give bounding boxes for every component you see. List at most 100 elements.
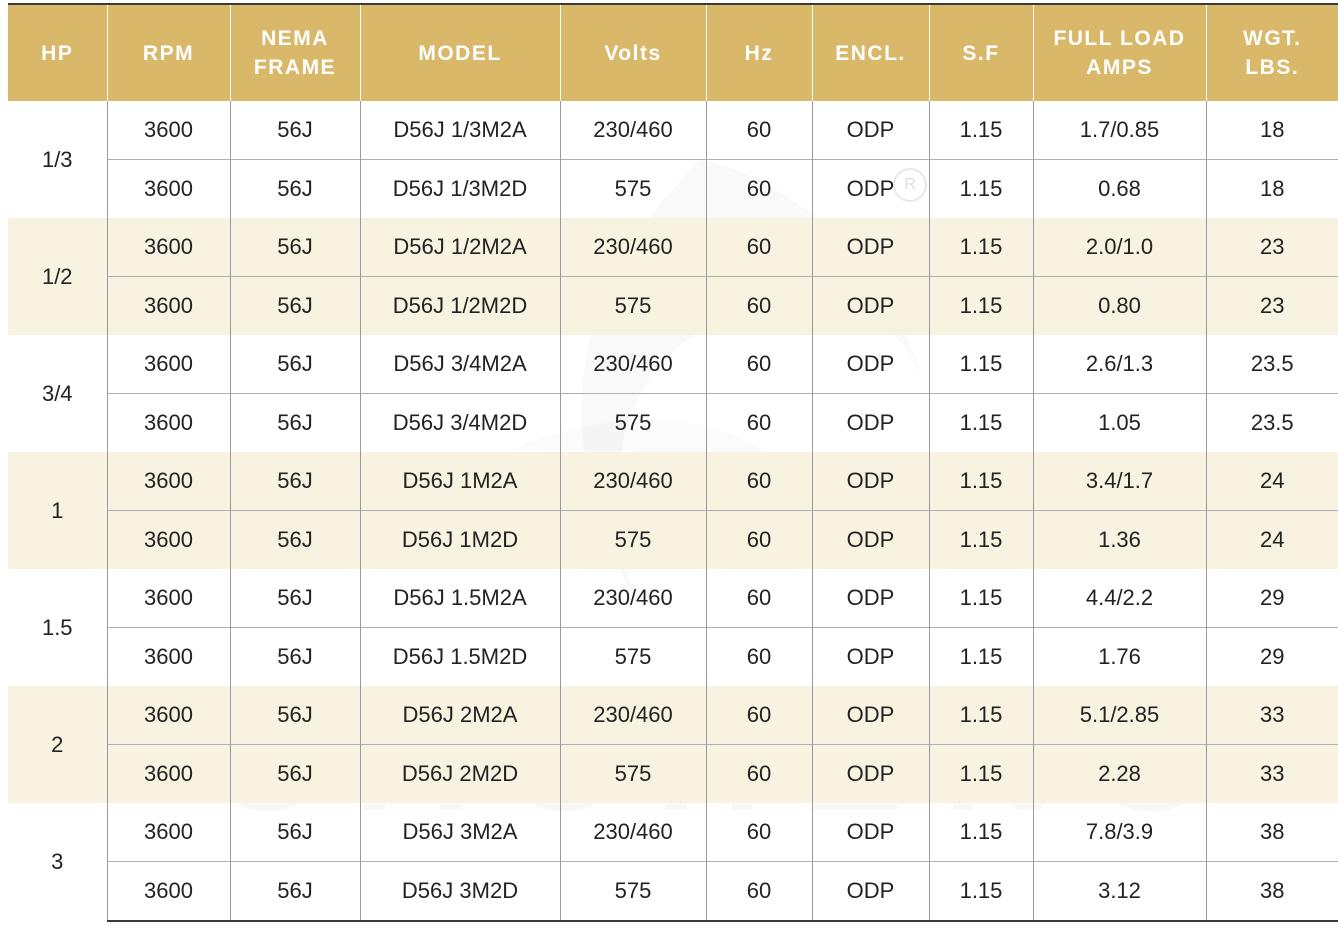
table-row: 3/4 3600 56J D56J 3/4M2A 230/460 60 ODP 1.15 2.6… — [8, 335, 1338, 406]
cell-full-load-amps: 2.6/1.3 — [1032, 335, 1206, 394]
cell-hp: 1/3 — [41, 146, 73, 172]
cell-hz: 60 — [705, 452, 812, 511]
cell-hz: 60 — [705, 510, 812, 569]
cell-weight: 18 — [1205, 101, 1338, 160]
cell-model: D56J 1/2M2A — [359, 218, 560, 277]
cell-sf: 1.15 — [928, 569, 1033, 628]
header-hz: Hz — [705, 5, 812, 101]
table-row: 1/3 3600 56J D56J 1/3M2A 230/460 60 ODP 1.15 1.7… — [8, 101, 1338, 172]
cell-encl: ODP — [811, 510, 929, 569]
cell-volts: 575 — [559, 159, 706, 218]
cell-sf: 1.15 — [928, 335, 1033, 394]
cell-hz: 60 — [705, 686, 812, 745]
cell-full-load-amps: 2.28 — [1032, 744, 1206, 803]
cell-volts: 230/460 — [559, 218, 706, 277]
cell-encl: ODP — [811, 218, 929, 277]
cell-rpm: 3600 — [106, 744, 230, 803]
cell-full-load-amps: 2.0/1.0 — [1032, 218, 1206, 277]
cell-hp: 1 — [8, 452, 107, 569]
table-row: 3600 56J D56J 2M2D 575 60 ODP 1.15 2.28 33 — [8, 744, 1338, 803]
cell-hp: 2 — [8, 686, 107, 803]
cell-full-load-amps: 4.4/2.2 — [1032, 569, 1206, 628]
cell-hz: 60 — [705, 393, 812, 452]
cell-sf: 1.15 — [928, 276, 1033, 335]
cell-rpm: 3600 — [106, 627, 230, 686]
cell-nema-frame: 56J — [229, 452, 360, 511]
cell-model: D56J 2M2D — [359, 744, 560, 803]
table-row: 3600 56J D56J 3M2D 575 60 ODP 1.15 3.12 38 — [8, 861, 1338, 922]
cell-sf: 1.15 — [928, 744, 1033, 803]
header-rpm: RPM — [106, 5, 230, 101]
cell-full-load-amps: 1.7/0.85 — [1032, 101, 1206, 160]
cell-volts: 230/460 — [559, 803, 706, 862]
cell-hz: 60 — [705, 569, 812, 628]
cell-model: D56J 3/4M2D — [359, 393, 560, 452]
cell-sf: 1.15 — [928, 861, 1033, 922]
cell-volts: 575 — [559, 393, 706, 452]
cell-model: D56J 3/4M2A — [359, 335, 560, 394]
table-row: 3600 56J D56J 1M2D 575 60 ODP 1.15 1.36 24 — [8, 510, 1338, 569]
cell-weight: 33 — [1205, 686, 1338, 745]
cell-encl: ODP — [811, 627, 929, 686]
header-hp: HP — [8, 5, 107, 101]
table-row: 1.5 3600 56J D56J 1.5M2A 230/460 60 ODP 1.15 4.4… — [8, 569, 1338, 640]
cell-weight: 33 — [1205, 744, 1338, 803]
cell-rpm: 3600 — [106, 686, 230, 745]
cell-rpm: 3600 — [106, 276, 230, 335]
cell-hz: 60 — [705, 218, 812, 277]
cell-hz: 60 — [705, 861, 812, 922]
cell-weight: 23 — [1205, 218, 1338, 277]
cell-sf: 1.15 — [928, 159, 1033, 218]
cell-full-load-amps: 3.12 — [1032, 861, 1206, 922]
header-encl: ENCL. — [811, 5, 929, 101]
cell-rpm: 3600 — [106, 393, 230, 452]
cell-encl: ODP — [811, 744, 929, 803]
cell-rpm: 3600 — [106, 218, 230, 277]
header-row: HP RPM NEMA FRAME MODEL Volts Hz ENCL. S… — [8, 5, 1338, 101]
cell-model: D56J 2M2A — [359, 686, 560, 745]
table-row: 3600 56J D56J 1/2M2D 575 60 ODP 1.15 0.80 23 — [8, 276, 1338, 335]
cell-encl: ODP — [811, 452, 929, 511]
cell-full-load-amps: 1.76 — [1032, 627, 1206, 686]
cell-rpm: 3600 — [106, 452, 230, 511]
cell-hz: 60 — [705, 744, 812, 803]
cell-encl: ODP — [811, 159, 929, 218]
motor-spec-table: HP RPM NEMA FRAME MODEL Volts Hz ENCL. S… — [8, 5, 1338, 922]
cell-encl: ODP — [811, 393, 929, 452]
cell-rpm: 3600 — [106, 803, 230, 862]
cell-hp: 1/2 — [8, 218, 107, 335]
cell-encl: ODP — [811, 686, 929, 745]
cell-model: D56J 1/3M2A — [359, 101, 560, 160]
cell-weight: 18 — [1205, 159, 1338, 218]
header-weight: WGT. LBS. — [1205, 5, 1338, 101]
table-row: 1/2 3600 56J D56J 1/2M2A 230/460 60 ODP 1.15 2.0… — [8, 218, 1338, 335]
cell-encl: ODP — [811, 569, 929, 628]
cell-model: D56J 1.5M2A — [359, 569, 560, 628]
cell-encl: ODP — [811, 335, 929, 394]
cell-sf: 1.15 — [928, 803, 1033, 862]
cell-encl: ODP — [811, 803, 929, 862]
cell-rpm: 3600 — [106, 101, 230, 160]
cell-rpm: 3600 — [106, 159, 230, 218]
cell-nema-frame: 56J — [229, 101, 360, 160]
cell-hz: 60 — [705, 159, 812, 218]
cell-weight: 23.5 — [1205, 393, 1338, 452]
cell-sf: 1.15 — [928, 393, 1033, 452]
cell-rpm: 3600 — [106, 335, 230, 394]
cell-encl: ODP — [811, 101, 929, 160]
cell-model: D56J 1M2A — [359, 452, 560, 511]
header-nema-frame: NEMA FRAME — [229, 5, 360, 101]
cell-volts: 575 — [559, 276, 706, 335]
header-full-load-amps: FULL LOAD AMPS — [1032, 5, 1206, 101]
cell-volts: 575 — [559, 861, 706, 922]
cell-hp: 3 — [51, 849, 64, 874]
cell-nema-frame: 56J — [229, 803, 360, 862]
cell-hz: 60 — [705, 803, 812, 862]
cell-hp: 1.5 — [41, 614, 73, 640]
cell-sf: 1.15 — [928, 452, 1033, 511]
cell-volts: 230/460 — [559, 335, 706, 394]
cell-nema-frame: 56J — [229, 335, 360, 394]
cell-nema-frame: 56J — [229, 861, 360, 922]
cell-model: D56J 3M2A — [359, 803, 560, 862]
table-row: 3600 56J D56J 1/3M2D 575 60 ODP 1.15 0.68 18 — [8, 159, 1338, 218]
